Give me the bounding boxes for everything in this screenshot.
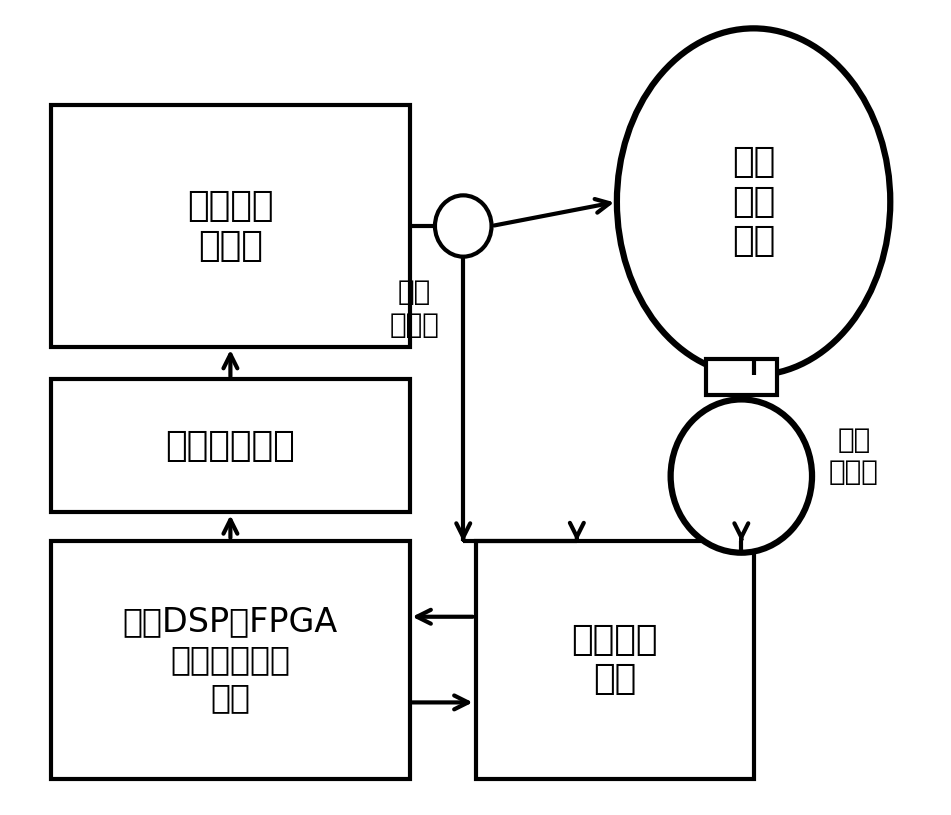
- Bar: [51, 540, 410, 778]
- Text: 永磁
容错
电机: 永磁 容错 电机: [732, 145, 775, 258]
- Bar: [51, 379, 410, 513]
- Ellipse shape: [670, 399, 812, 553]
- Text: 隔离驱动电路: 隔离驱动电路: [165, 429, 295, 463]
- Ellipse shape: [617, 29, 890, 375]
- Bar: [707, 359, 777, 395]
- Text: 基于DSP和FPGA
架构的数字控
制器: 基于DSP和FPGA 架构的数字控 制器: [123, 605, 338, 714]
- Text: 信号处理
电路: 信号处理 电路: [572, 623, 658, 696]
- Text: 旋转
变压器: 旋转 变压器: [829, 425, 879, 486]
- Text: 电流
传感器: 电流 传感器: [389, 279, 439, 339]
- Ellipse shape: [435, 196, 492, 257]
- Bar: [51, 105, 410, 347]
- Bar: [476, 540, 753, 778]
- Text: 容错功率
驱动器: 容错功率 驱动器: [187, 189, 274, 262]
